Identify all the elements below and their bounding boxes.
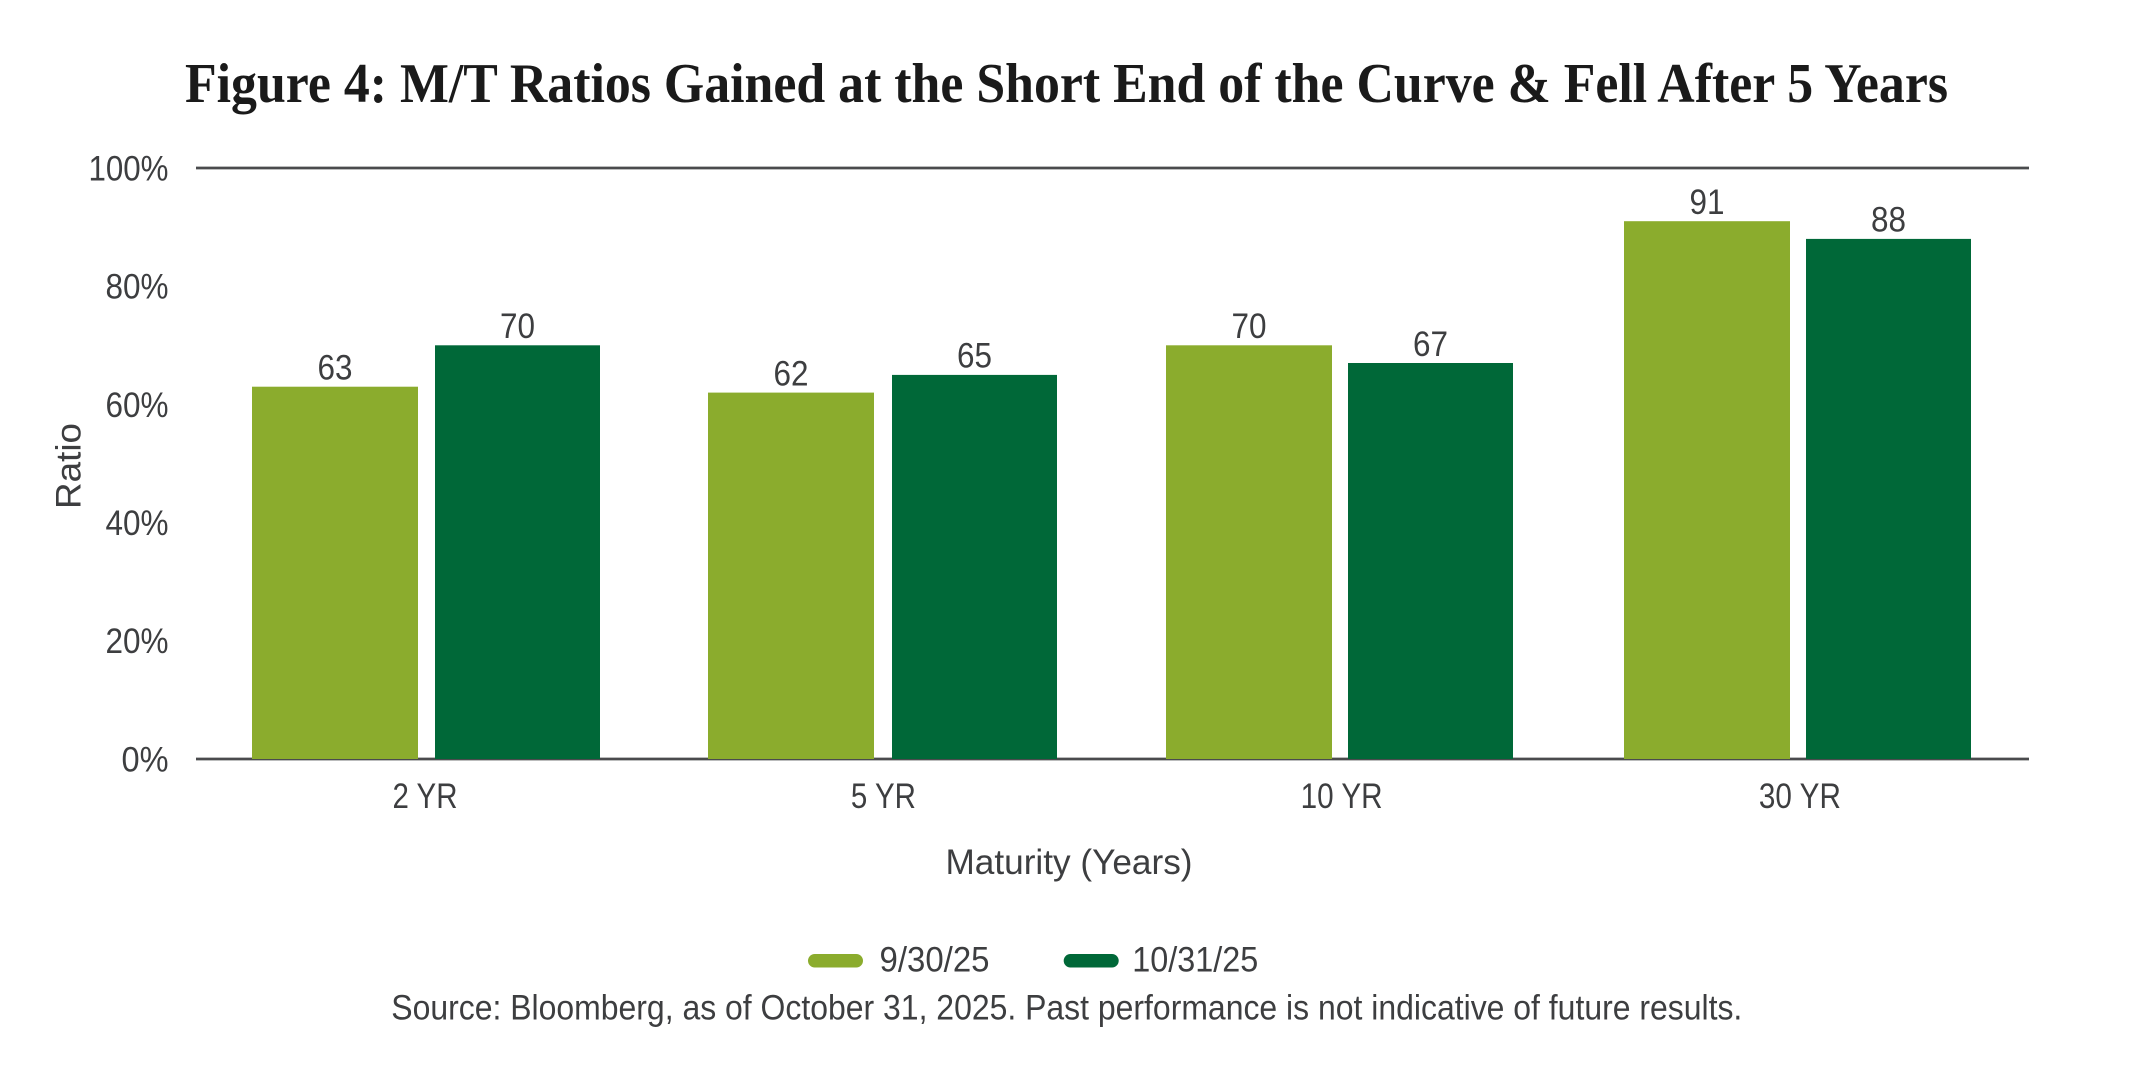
svg-text:70: 70	[500, 307, 535, 346]
svg-text:80%: 80%	[106, 268, 169, 307]
svg-text:65: 65	[957, 337, 992, 376]
svg-text:67: 67	[1413, 325, 1448, 364]
svg-text:100%: 100%	[89, 149, 169, 188]
svg-text:Source: Bloomberg, as of Octob: Source: Bloomberg, as of October 31, 202…	[391, 989, 1742, 1028]
svg-text:10 YR: 10 YR	[1301, 777, 1383, 816]
svg-text:Figure 4: M/T Ratios Gained at: Figure 4: M/T Ratios Gained at the Short…	[185, 53, 1948, 115]
svg-text:20%: 20%	[106, 622, 169, 661]
svg-text:91: 91	[1690, 183, 1725, 222]
svg-text:Ratio: Ratio	[50, 423, 89, 509]
svg-text:9/30/25: 9/30/25	[880, 940, 990, 979]
svg-text:62: 62	[774, 354, 809, 393]
svg-text:0%: 0%	[122, 740, 169, 779]
svg-text:2 YR: 2 YR	[393, 777, 458, 816]
svg-text:63: 63	[318, 349, 353, 388]
svg-text:88: 88	[1871, 201, 1906, 240]
svg-text:70: 70	[1232, 307, 1267, 346]
svg-text:30 YR: 30 YR	[1759, 777, 1841, 816]
svg-text:Maturity (Years): Maturity (Years)	[946, 843, 1193, 882]
svg-text:10/31/25: 10/31/25	[1132, 940, 1258, 979]
svg-text:5 YR: 5 YR	[851, 777, 916, 816]
svg-text:60%: 60%	[106, 386, 169, 425]
svg-text:40%: 40%	[106, 504, 169, 543]
